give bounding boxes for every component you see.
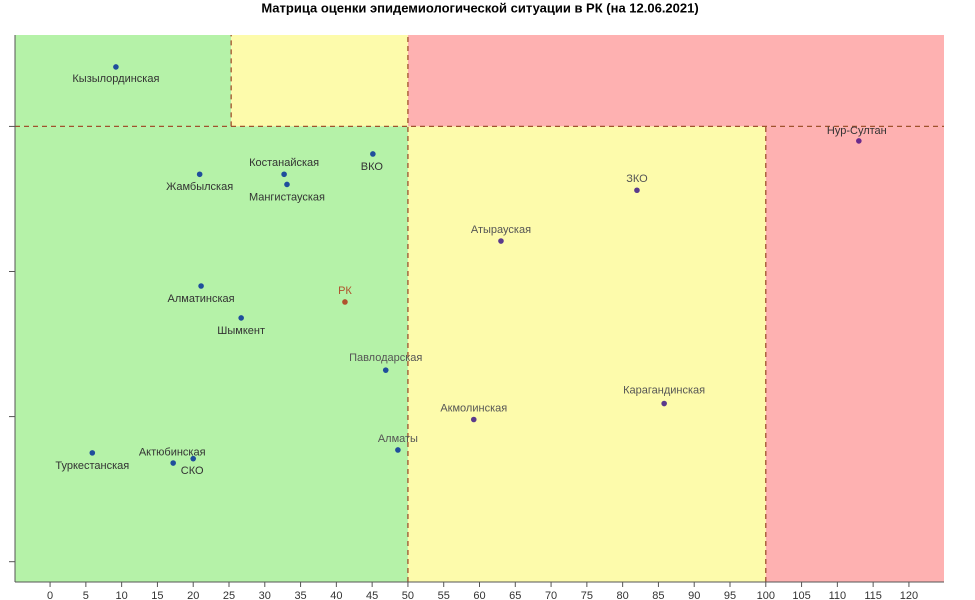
zone — [407, 126, 766, 583]
point — [382, 367, 389, 373]
point — [170, 460, 176, 466]
x-tick-label: 40 — [330, 590, 342, 600]
x-tick-label: 55 — [438, 590, 450, 600]
x-tick-label: 120 — [900, 590, 918, 600]
point — [113, 64, 119, 70]
point — [284, 181, 290, 188]
point-label: Павлодарская — [349, 352, 422, 364]
point — [470, 416, 477, 423]
point-label: Алматинская — [168, 293, 235, 305]
x-tick-label: 10 — [116, 590, 128, 600]
x-tick-label: 45 — [366, 590, 378, 600]
point-label: Атырауская — [471, 224, 531, 236]
x-tick-label: 70 — [545, 590, 557, 600]
point — [238, 315, 244, 321]
point-label: Алматы — [378, 433, 418, 445]
point-label: Жамбылская — [166, 181, 233, 193]
x-tick-label: 95 — [724, 590, 736, 600]
x-tick-label: 15 — [151, 590, 163, 600]
chart-title: Матрица оценки эпидемиологической ситуац… — [261, 0, 698, 15]
point — [498, 238, 504, 244]
point — [661, 400, 667, 407]
point-label: РК — [338, 285, 352, 297]
x-tick-label: 20 — [187, 590, 199, 600]
zone — [15, 126, 408, 583]
x-tick-label: 0 — [47, 590, 53, 600]
point-label: ЗКО — [626, 173, 648, 185]
point-label: Мангистауская — [249, 191, 325, 203]
x-tick-label: 25 — [223, 590, 235, 600]
point-label: Нур-Султан — [827, 125, 887, 137]
x-tick-label: 80 — [617, 590, 629, 600]
x-tick-label: 75 — [581, 590, 593, 600]
point — [281, 171, 287, 178]
point — [370, 151, 376, 157]
point-label: СКО — [181, 465, 204, 477]
x-tick-label: 105 — [792, 590, 810, 600]
point-label: Карагандинская — [623, 384, 705, 396]
point — [190, 455, 197, 462]
x-tick-label: 50 — [402, 590, 414, 600]
x-tick-label: 85 — [652, 590, 664, 600]
point — [89, 450, 96, 456]
zone — [15, 35, 232, 127]
x-tick-label: 30 — [259, 590, 271, 600]
zone — [231, 35, 408, 127]
point-label: ВКО — [361, 161, 384, 173]
point — [198, 283, 204, 289]
point-label: Актюбинская — [139, 447, 206, 459]
x-tick-label: 100 — [757, 590, 775, 600]
zone — [407, 35, 944, 127]
point-label: Акмолинская — [440, 402, 507, 414]
point — [634, 187, 640, 194]
point — [196, 171, 203, 178]
x-tick-label: 90 — [688, 590, 700, 600]
x-tick-label: 60 — [473, 590, 485, 600]
point — [856, 138, 862, 144]
point-label: Кызылординская — [72, 73, 159, 85]
x-tick-label: 5 — [83, 590, 89, 600]
point-label: Туркестанская — [55, 460, 129, 472]
point-label: Шымкент — [217, 325, 265, 337]
point-label: Костанайская — [249, 157, 319, 169]
x-tick-label: 115 — [864, 590, 882, 600]
x-tick-label: 65 — [509, 590, 521, 600]
x-tick-label: 35 — [294, 590, 306, 600]
point — [395, 447, 401, 453]
x-tick-label: 110 — [829, 590, 847, 600]
zone — [765, 126, 944, 583]
point — [342, 299, 348, 305]
